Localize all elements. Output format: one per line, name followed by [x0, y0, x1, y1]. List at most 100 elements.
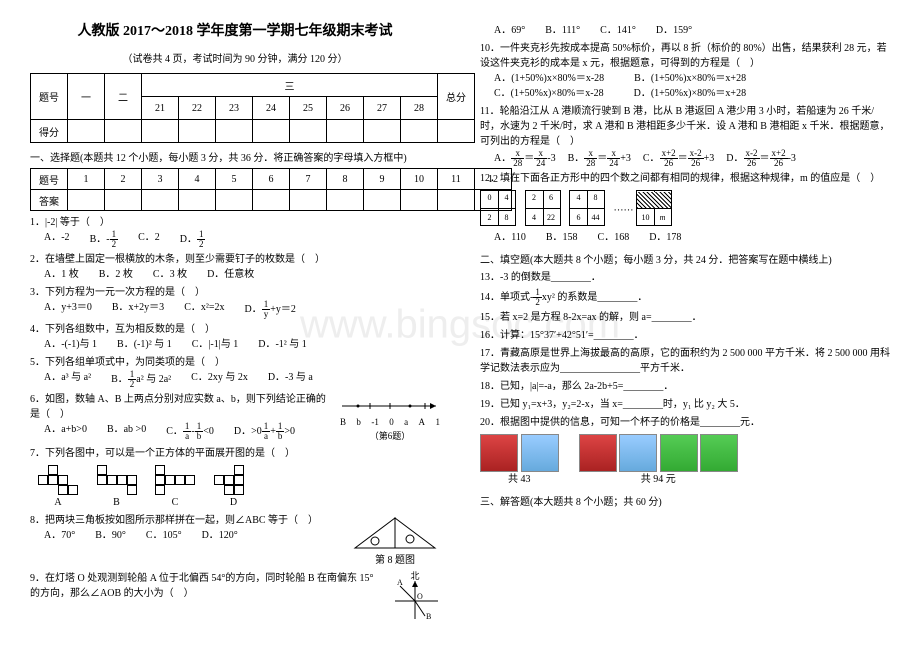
net-c: C — [155, 465, 195, 510]
q5: 5．下列各组单项式中，为同类项的是（ ） A．a³ 与 a² B．12a² 与 … — [30, 355, 440, 389]
opt: A．110 — [494, 230, 526, 245]
page: 人教版 2017～2018 学年度第一学期七年级期末考试 （试卷共 4 页，考试… — [30, 20, 890, 624]
opt: A．a+b>0 — [44, 422, 87, 441]
opt: D．(1+50%x)×80%＝x+28 — [634, 86, 746, 101]
thermos-icon — [480, 434, 518, 472]
opt: C．3 枚 — [153, 267, 187, 282]
opt: C．|-1|与 1 — [192, 337, 239, 352]
th: 总分 — [438, 74, 475, 120]
thermos-icon — [579, 434, 617, 472]
q5-stem: 5．下列各组单项式中，为同类项的是（ ） — [30, 357, 225, 368]
cell: 21 — [142, 97, 179, 120]
opt: D．159° — [656, 23, 692, 38]
cell: 23 — [216, 97, 253, 120]
q1: 1．|-2| 等于（ ） A．-2 B．-12 C．2 D．12 — [30, 215, 440, 249]
sq2: 26 422 — [525, 190, 561, 226]
cell: 25 — [290, 97, 327, 120]
opt: D．x-226＝x+226-3 — [726, 149, 796, 168]
q17: 17．青藏高原是世界上海拔最高的高原，它的面积约为 2 500 000 平方千米… — [480, 346, 890, 376]
opt: D．1y+y＝2 — [245, 300, 296, 319]
opt: C．105° — [146, 528, 182, 543]
set1: 共 43 — [480, 434, 559, 487]
opt: A．(1+50%)x×80%＝x-28 — [494, 71, 604, 86]
number-line-figure: B b -1 0 a A 1 （第6题） — [340, 392, 440, 443]
row-label: 得分 — [31, 120, 68, 143]
q16: 16．计算：15°37′+42°51′=________． — [480, 328, 890, 343]
cell: 6 — [253, 169, 290, 190]
opt: B．90° — [95, 528, 126, 543]
q8: 8．把两块三角板按如图所示那样拼在一起，则∠ABC 等于（ ） A．70° B．… — [30, 513, 440, 568]
left-column: 人教版 2017～2018 学年度第一学期七年级期末考试 （试卷共 4 页，考试… — [30, 20, 440, 624]
net-b: B — [97, 465, 137, 510]
th: 题号 — [31, 74, 68, 120]
cell: 11 — [438, 169, 475, 190]
q18: 18．已知，|a|=-a，那么 2a-2b+5=________． — [480, 379, 890, 394]
section2-head: 二、填空题(本大题共 8 个小题；每小题 3 分，共 24 分．把答案写在题中横… — [480, 251, 890, 266]
th: 答案 — [31, 190, 68, 211]
compass-figure: 北 A B O — [390, 571, 440, 621]
opt: A．1 枚 — [44, 267, 79, 282]
q15: 15．若 x=2 是方程 8-2x=ax 的解，则 a=________． — [480, 310, 890, 325]
q20: 20．根据图中提供的信息，可知一个杯子的价格是________元． 共 43 共… — [480, 415, 890, 487]
opt: A．x28＝x24-3 — [494, 149, 556, 168]
cup-icon — [619, 434, 657, 472]
q10: 10．一件夹克衫先按成本提高 50%标价，再以 8 折（标价的 80%）出售，结… — [480, 41, 890, 101]
opt: C．141° — [600, 23, 636, 38]
section3-head: 三、解答题(本大题共 8 个小题；共 60 分) — [480, 493, 890, 508]
exam-subtitle: （试卷共 4 页，考试时间为 90 分钟，满分 120 分） — [30, 50, 440, 65]
set2: 共 94 元 — [579, 434, 739, 487]
q6: 6．如图，数轴 A、B 上两点分别对应实数 a、b，则下列结论正确的是（ ） A… — [30, 392, 440, 443]
opt: C．1a-1b<0 — [166, 422, 214, 441]
opt: C．(1+50%x)×80%＝x-28 — [494, 86, 604, 101]
opt: A．-2 — [44, 230, 70, 249]
q10-stem: 10．一件夹克衫先按成本提高 50%标价，再以 8 折（标价的 80%）出售，结… — [480, 43, 887, 69]
section1-head: 一、选择题(本题共 12 个小题，每小题 3 分，共 36 分．将正确答案的字母… — [30, 149, 440, 164]
opt: A．70° — [44, 528, 75, 543]
q19: 19．已知 y₁=x+3，y₂=2-x，当 x=________时，y₁ 比 y… — [480, 397, 890, 412]
q12-stem: 12．填在下面各正方形中的四个数之间都有相同的规律，根据这种规律，m 的值应是（… — [480, 173, 880, 184]
opt: B．158 — [546, 230, 578, 245]
opt: C．2 — [138, 230, 160, 249]
q7-stem: 7．下列各图中，可以是一个正方体的平面展开图的是（ ） — [30, 448, 295, 459]
cup-icon — [521, 434, 559, 472]
exam-title: 人教版 2017～2018 学年度第一学期七年级期末考试 — [30, 20, 440, 40]
opt: B．12a² 与 2a² — [111, 370, 171, 389]
score-table: 题号 一 二 三 总分 21 22 23 24 25 26 27 28 得分 — [30, 73, 475, 143]
cell: 5 — [216, 169, 253, 190]
dots: …… — [614, 202, 634, 213]
opt: C．x+226＝x-226+3 — [643, 149, 714, 168]
q7: 7．下列各图中，可以是一个正方体的平面展开图的是（ ） A B C D — [30, 446, 440, 510]
opt: D．任意枚 — [207, 267, 254, 282]
opt: A．y+3＝0 — [44, 300, 92, 319]
cell: 26 — [327, 97, 364, 120]
caption: （第6题） — [340, 430, 440, 444]
triangle-figure: 第 8 题图 — [350, 513, 440, 568]
q13: 13．-3 的倒数是________． — [480, 270, 890, 285]
opt: D．>01a+1b>0 — [234, 422, 295, 441]
cell: 1 — [68, 169, 105, 190]
q8-stem: 8．把两块三角板按如图所示那样拼在一起，则∠ABC 等于（ ） — [30, 515, 318, 526]
svg-text:北: 北 — [410, 571, 419, 581]
cell: 24 — [253, 97, 290, 120]
opt: B．x28＝x24+3 — [568, 149, 631, 168]
cell: 4 — [179, 169, 216, 190]
opt: C．168 — [598, 230, 630, 245]
sq4: 10m — [636, 190, 672, 226]
opt: B．x+2y＝3 — [112, 300, 164, 319]
opt: A．69° — [494, 23, 525, 38]
opt: C．2xy 与 2x — [191, 370, 248, 389]
q6-stem: 6．如图，数轴 A、B 上两点分别对应实数 a、b，则下列结论正确的是（ ） — [30, 394, 326, 420]
q9-stem: 9．在灯塔 O 处观测到轮船 A 位于北偏西 54°的方向，同时轮船 B 在南偏… — [30, 571, 380, 621]
th: 题号 — [31, 169, 68, 190]
opt: D．-3 与 a — [268, 370, 313, 389]
q2-stem: 2．在墙壁上固定一根横放的木条，则至少需要钉子的枚数是（ ） — [30, 254, 325, 265]
cup-icon — [660, 434, 698, 472]
sq3: 48 644 — [569, 190, 605, 226]
answer-table: 题号 1 2 3 4 5 6 7 8 9 10 11 12 答案 — [30, 168, 512, 211]
cell: 28 — [401, 97, 438, 120]
opt: C．x²=2x — [184, 300, 224, 319]
opt: B．111° — [545, 23, 580, 38]
opt: A．a³ 与 a² — [44, 370, 91, 389]
cup-icon — [700, 434, 738, 472]
cell: 9 — [364, 169, 401, 190]
